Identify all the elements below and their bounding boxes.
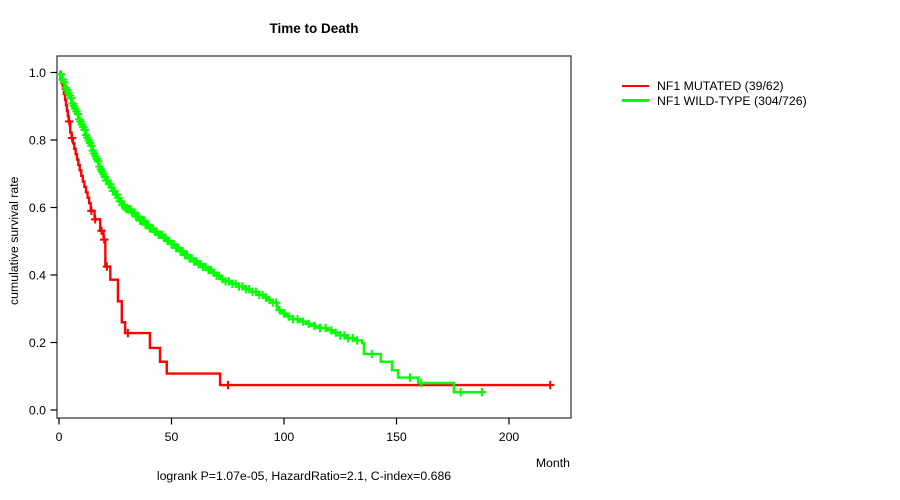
legend-item-mutated: NF1 MUTATED (39/62) (622, 79, 807, 93)
y-tick-label: 0.8 (29, 133, 46, 147)
legend: NF1 MUTATED (39/62) NF1 WILD-TYPE (304/7… (622, 79, 807, 108)
x-axis-label: Month (535, 456, 570, 470)
y-tick-label: 0.2 (29, 336, 46, 350)
x-tick-label: 0 (56, 430, 63, 444)
x-tick-label: 50 (165, 430, 179, 444)
legend-label-mutated: NF1 MUTATED (39/62) (657, 79, 784, 93)
footer-annotation: logrank P=1.07e-05, HazardRatio=2.1, C-i… (156, 469, 452, 483)
x-tick-label: 150 (386, 430, 407, 444)
legend-swatch-green-line (622, 99, 649, 102)
x-tick-label: 200 (499, 430, 520, 444)
plot-border (56, 55, 572, 419)
y-tick-label: 1.0 (29, 66, 46, 80)
censor-marks-wildtype (56, 69, 487, 397)
chart-title: Time to Death (269, 21, 359, 36)
legend-item-wildtype: NF1 WILD-TYPE (304/726) (622, 93, 807, 108)
x-tick-label: 100 (274, 430, 295, 444)
y-tick-label: 0.6 (29, 201, 46, 215)
legend-swatch-red-line (622, 84, 649, 88)
y-tick-label: 0.4 (29, 268, 46, 282)
censor-marks-mutated (64, 117, 555, 390)
legend-label-wildtype: NF1 WILD-TYPE (304/726) (657, 93, 807, 108)
y-tick-label: 0.0 (29, 403, 46, 417)
survival-curve-wildtype (58, 71, 485, 394)
survival-curve-mutated (59, 71, 551, 387)
